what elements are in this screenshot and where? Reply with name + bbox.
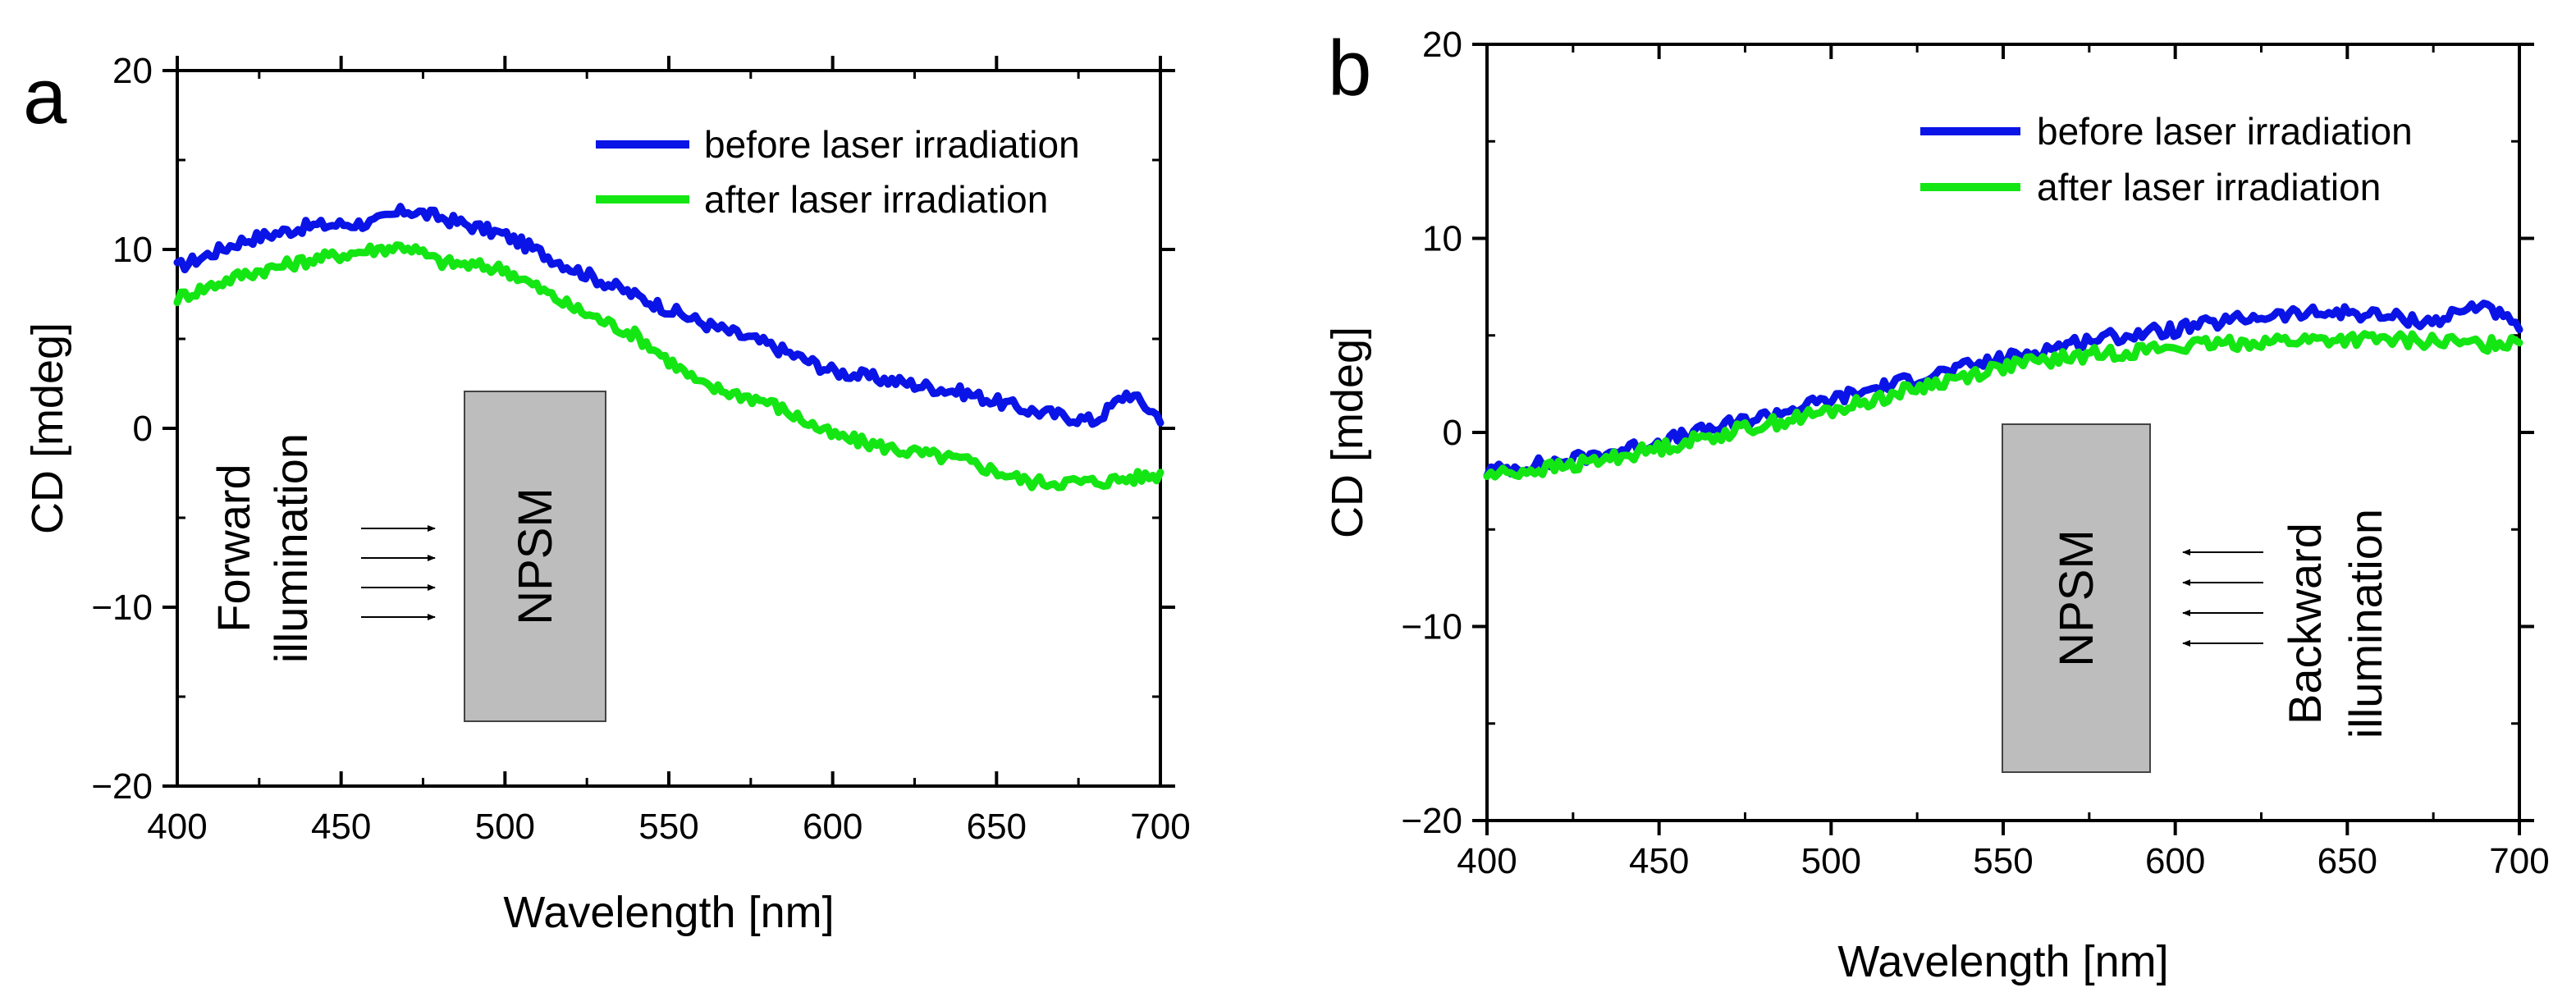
legend-label: before laser irradiation: [2037, 110, 2413, 153]
chart-panel-b: 400 450 500 550 600 650 700 −20 −10 0 10 20 Waveleng…: [1323, 25, 2550, 986]
x-tick-label: 600: [803, 807, 862, 847]
illumination-label-line2: illumination: [265, 433, 317, 663]
legend-label: before laser irradiation: [704, 123, 1080, 166]
x-axis-title: Wavelength [nm]: [503, 888, 834, 937]
illumination-label-line2: illumination: [2340, 509, 2391, 738]
y-tick-label: −20: [91, 766, 153, 807]
series-line-after: [1483, 330, 2523, 481]
npsm-box: [2002, 423, 2151, 773]
illumination-label-line1: Forward: [208, 464, 259, 632]
y-tick-label: 10: [112, 230, 153, 270]
y-axis-title: CD [mdeg]: [1323, 327, 1372, 538]
y-tick-label: −20: [1401, 801, 1462, 841]
x-tick-label: 700: [2489, 841, 2549, 881]
series-line-before: [173, 203, 1164, 428]
y-tick-label: 20: [112, 51, 153, 91]
npsm-box: [464, 391, 606, 722]
series-line-after: [173, 241, 1164, 492]
npsm-label: NPSM: [2050, 529, 2103, 667]
y-tick-label: 0: [133, 409, 153, 449]
x-tick-label: 700: [1130, 807, 1190, 847]
x-tick-label: 400: [147, 807, 207, 847]
x-tick-label: 450: [1629, 841, 1689, 881]
chart-panel-a: 400 450 500 550 600 650 700 −20 −10 0 10 20 Waveleng…: [23, 51, 1191, 937]
y-tick-label: −10: [91, 588, 153, 628]
legend-label: after laser irradiation: [2037, 166, 2381, 208]
y-axis-title: CD [mdeg]: [23, 322, 72, 534]
y-tick-label: 0: [1443, 413, 1462, 453]
npsm-label: NPSM: [509, 487, 562, 625]
y-tick-label: −10: [1401, 607, 1462, 647]
x-tick-label: 500: [1801, 841, 1861, 881]
x-tick-label: 500: [475, 807, 535, 847]
x-tick-label: 600: [2145, 841, 2205, 881]
x-tick-label: 650: [2317, 841, 2377, 881]
x-tick-label: 400: [1457, 841, 1517, 881]
legend-label: after laser irradiation: [704, 178, 1048, 221]
panel-label: a: [23, 53, 67, 140]
x-tick-label: 550: [638, 807, 698, 847]
x-tick-label: 650: [967, 807, 1027, 847]
x-tick-label: 450: [311, 807, 371, 847]
y-tick-label: 10: [1422, 219, 1462, 259]
x-tick-label: 550: [1973, 841, 2033, 881]
x-axis-title: Wavelength [nm]: [1837, 937, 2168, 986]
y-tick-label: 20: [1422, 25, 1462, 65]
illumination-label-line1: Backward: [2279, 523, 2331, 725]
panel-label: b: [1328, 25, 1371, 112]
